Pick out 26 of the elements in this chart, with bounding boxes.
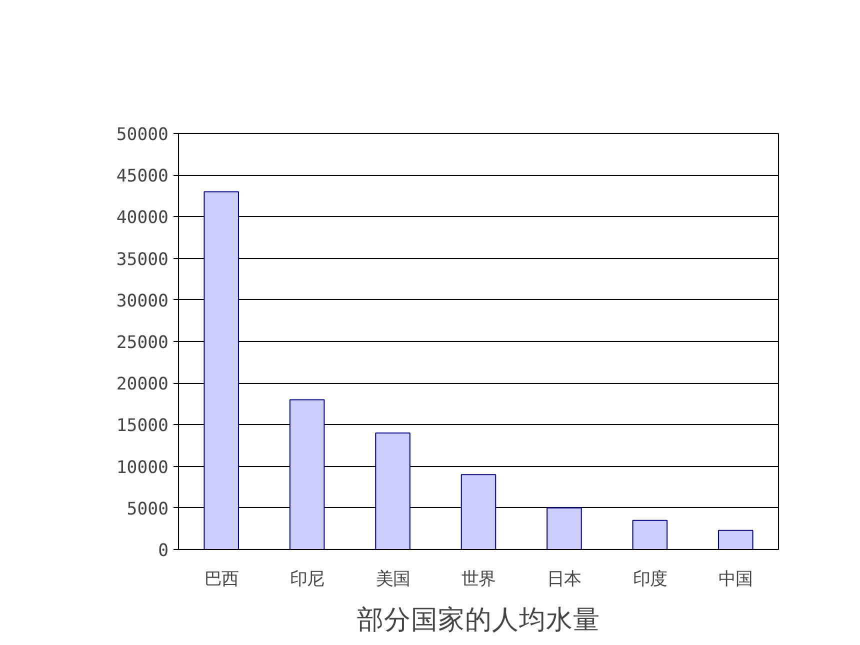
x-tick-label: 印度	[632, 570, 667, 590]
bar	[460, 474, 496, 550]
x-tick-label: 印尼	[290, 570, 324, 590]
y-tick-label: 25000	[116, 333, 169, 353]
y-tick-label: 10000	[116, 458, 169, 478]
bar	[718, 530, 754, 550]
y-tick-label: 40000	[116, 208, 169, 228]
y-tick-label: 20000	[116, 374, 169, 395]
x-tick-label: 美国	[376, 570, 410, 590]
y-tick-label: 30000	[116, 291, 169, 312]
x-tick-label: 中国	[718, 570, 753, 590]
bar	[546, 507, 582, 550]
y-tick-label: 50000	[116, 125, 169, 145]
y-tick-label: 45000	[116, 166, 169, 187]
y-tick-label: 0	[158, 541, 169, 561]
bar	[375, 432, 410, 550]
bar	[289, 399, 325, 550]
y-tick-label: 5000	[126, 499, 169, 520]
text: 部分国家的人均水量	[357, 604, 600, 636]
bar	[204, 191, 239, 550]
y-tick-label: 15000	[116, 416, 169, 436]
y-tick-label: 35000	[116, 250, 169, 270]
x-tick-label: 巴西	[204, 570, 238, 590]
x-tick-label: 世界	[462, 570, 496, 590]
x-tick-label: 日本	[547, 570, 582, 590]
bar	[632, 520, 668, 550]
